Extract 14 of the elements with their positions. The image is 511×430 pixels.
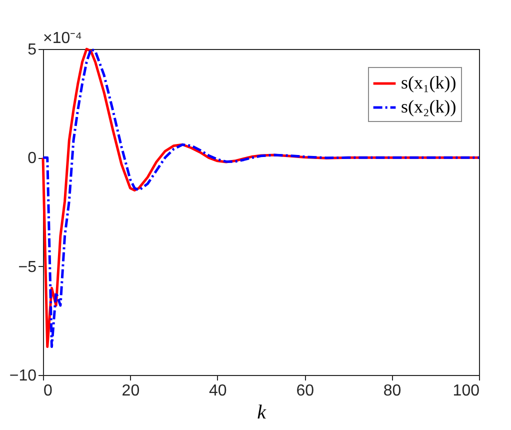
y-tick-label: −5	[18, 258, 37, 276]
y-tick-label: 5	[28, 42, 37, 58]
y-tick-label: −10	[9, 368, 37, 384]
x-tick-label: 0	[44, 382, 52, 400]
x-tick-label: 100	[452, 382, 480, 400]
text: ×10⁻⁴	[43, 30, 82, 47]
x-axis-title: k	[257, 402, 268, 424]
legend-label: s(x₁(k))	[401, 72, 456, 92]
y-tick-label: 0	[28, 150, 37, 168]
x-tick-label: 40	[209, 382, 227, 400]
x-tick-label: 20	[122, 382, 140, 400]
legend-label: s(x₂(k))	[401, 96, 456, 116]
x-tick-label: 80	[383, 382, 402, 400]
x-tick-label: 60	[296, 382, 314, 400]
